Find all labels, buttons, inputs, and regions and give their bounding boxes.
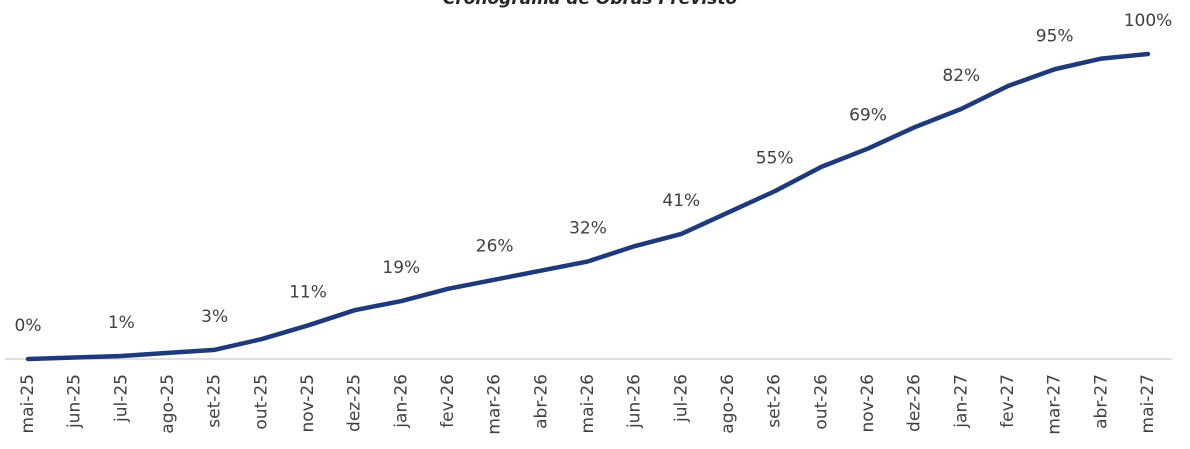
data-label: 3% <box>201 307 228 327</box>
x-tick-label: jul-25 <box>111 374 131 423</box>
x-tick-label: jan-26 <box>391 374 411 429</box>
data-label: 32% <box>569 218 607 238</box>
data-label: 0% <box>15 316 42 336</box>
data-label: 19% <box>382 258 420 278</box>
line-series <box>25 51 1151 362</box>
x-tick-label: nov-25 <box>298 374 318 433</box>
x-tick-label: dez-26 <box>905 374 925 432</box>
data-label: 41% <box>662 191 700 211</box>
data-label: 69% <box>849 106 887 126</box>
data-label: 82% <box>942 66 980 86</box>
x-tick-label: fev-27 <box>998 374 1018 428</box>
x-tick-label: out-25 <box>251 374 271 430</box>
x-tick-label: abr-26 <box>531 374 551 429</box>
x-tick-label: dez-25 <box>345 374 365 432</box>
x-tick-label: set-25 <box>205 374 225 428</box>
chart-title: Cronograma de Obras Previsto <box>443 0 738 9</box>
data-label: 26% <box>476 237 514 257</box>
data-label: 100% <box>1124 11 1173 31</box>
data-label: 11% <box>289 282 327 302</box>
x-tick-label: abr-27 <box>1091 374 1111 429</box>
x-tick-label: nov-26 <box>858 374 878 433</box>
data-label: 95% <box>1036 26 1074 46</box>
x-tick-label: jun-25 <box>65 374 85 429</box>
data-label: 55% <box>756 148 794 168</box>
x-tick-label: ago-25 <box>158 374 178 434</box>
x-tick-label: out-26 <box>811 374 831 430</box>
x-tick-label: ago-26 <box>718 374 738 434</box>
x-tick-label: fev-26 <box>438 374 458 428</box>
x-tick-label: jul-26 <box>671 374 691 423</box>
x-tick-label: jan-27 <box>951 374 971 429</box>
x-tick-label: mar-26 <box>485 374 505 435</box>
x-tick-label: set-26 <box>765 374 785 428</box>
data-label: 1% <box>108 313 135 333</box>
x-tick-label: mai-25 <box>18 374 38 433</box>
x-tick-label: mai-26 <box>578 374 598 433</box>
x-tick-label: mar-27 <box>1045 374 1065 435</box>
x-tick-label: jun-26 <box>625 374 645 429</box>
x-tick-label: mai-27 <box>1138 374 1158 433</box>
